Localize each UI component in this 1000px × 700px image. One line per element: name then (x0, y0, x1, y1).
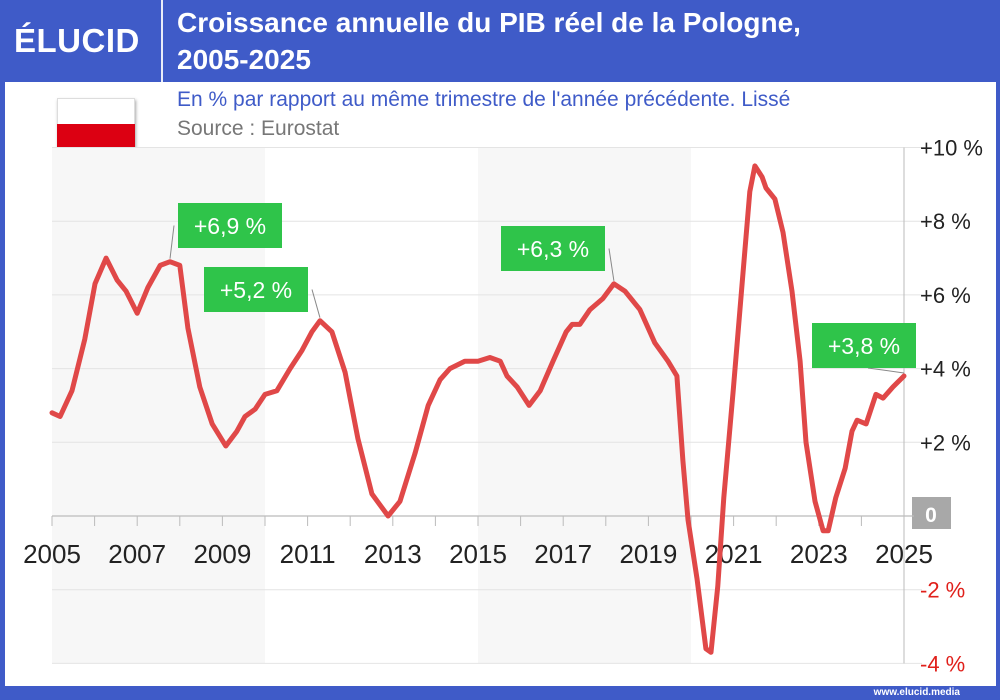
y-tick-label: +4 % (920, 357, 971, 382)
x-tick-label: 2011 (280, 539, 336, 569)
x-tick-label: 2009 (193, 539, 251, 569)
shaded-period (478, 147, 691, 664)
x-tick-label: 2025 (875, 539, 933, 569)
gdp-growth-line (49, 163, 907, 655)
y-tick-label: +6 % (920, 283, 971, 308)
chart-source: Source : Eurostat (177, 117, 340, 140)
frame-right (996, 0, 1000, 700)
title-line-2: 2005-2025 (177, 44, 311, 75)
zero-badge (912, 497, 951, 529)
footer-band (0, 686, 1000, 700)
annotation-leader (867, 367, 905, 374)
annotation-leader (311, 289, 321, 318)
y-tick-label: +8 % (920, 209, 971, 234)
y-tick-label: -2 % (920, 578, 965, 603)
x-tick-label: 2023 (790, 539, 848, 569)
annotation-box (501, 226, 605, 271)
title-line-1: Croissance annuelle du PIB réel de la Po… (177, 7, 801, 38)
header-band (0, 0, 1000, 82)
x-tick-label: 2005 (23, 539, 81, 569)
x-tick-label: 2021 (705, 539, 763, 569)
x-tick-label: 2013 (364, 539, 422, 569)
x-tick-label: 2019 (619, 539, 677, 569)
annotation-label: +5,2 % (220, 277, 292, 303)
annotation-box (204, 267, 308, 312)
annotation-leader (608, 248, 615, 281)
y-tick-label: +10 % (920, 136, 983, 161)
x-tick-label: 2017 (534, 539, 592, 569)
footer-url: www.elucid.media (873, 687, 960, 698)
annotation-leader (169, 225, 175, 259)
header-divider (161, 0, 163, 82)
x-tick-label: 2007 (108, 539, 166, 569)
chart-title: Croissance annuelle du PIB réel de la Po… (177, 4, 801, 78)
frame-left (0, 0, 5, 700)
y-tick-label: 0 (925, 504, 937, 527)
y-tick-label: -4 % (920, 651, 965, 676)
chart-subtitle: En % par rapport au même trimestre de l'… (177, 88, 791, 111)
x-tick-label: 2015 (449, 539, 507, 569)
annotation-box (812, 323, 916, 368)
annotation-label: +6,9 % (194, 213, 266, 239)
y-tick-label: +2 % (920, 430, 971, 455)
annotation-box (178, 203, 282, 248)
annotation-label: +3,8 % (828, 333, 900, 359)
elucid-logo: ÉLUCID (14, 22, 140, 59)
annotation-label: +6,3 % (517, 236, 589, 262)
poland-flag-icon (57, 98, 135, 150)
